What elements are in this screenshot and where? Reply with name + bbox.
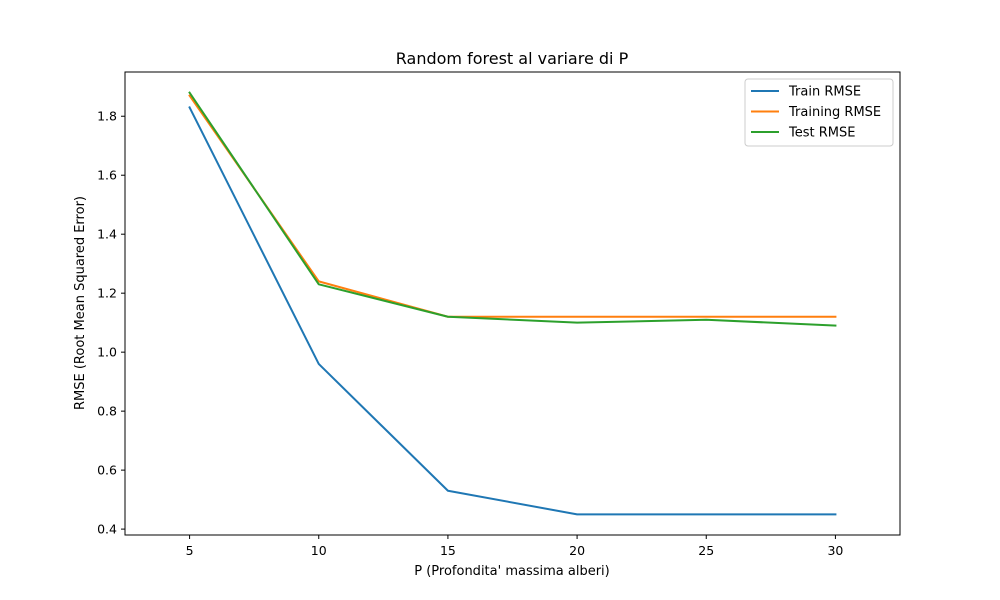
x-tick-label: 20 <box>569 543 585 558</box>
series-line-2 <box>188 91 837 327</box>
y-tick-label: 1.0 <box>97 345 117 360</box>
x-tick-label: 15 <box>440 543 456 558</box>
x-tick-label: 25 <box>698 543 714 558</box>
plot-frame <box>124 71 901 536</box>
x-axis: 5 10 15 20 25 30 <box>186 535 843 558</box>
series-line-1 <box>188 94 837 318</box>
y-tick-label: 1.8 <box>97 109 117 124</box>
legend-label-2: Test RMSE <box>788 126 855 141</box>
x-tick-label: 5 <box>186 543 194 558</box>
legend: Train RMSE Training RMSE Test RMSE <box>744 78 894 147</box>
y-tick-label: 1.6 <box>97 168 117 183</box>
y-tick-label: 0.6 <box>97 463 117 478</box>
y-tick-label: 0.8 <box>97 404 117 419</box>
series-line-0 <box>188 106 837 516</box>
y-tick-label: 0.4 <box>97 522 117 537</box>
x-axis-label: P (Profondita' massima alberi) <box>414 564 609 579</box>
x-tick-label: 30 <box>827 543 843 558</box>
legend-box <box>744 78 894 147</box>
y-axis: 0.4 0.6 0.8 1.0 1.2 1.4 1.6 1.8 <box>97 109 125 537</box>
y-tick-label: 1.4 <box>97 227 117 242</box>
chart-title: Random forest al variare di P <box>396 49 629 68</box>
x-tick-label: 10 <box>311 543 327 558</box>
legend-label-0: Train RMSE <box>788 85 861 100</box>
plot-area <box>188 91 837 516</box>
y-tick-label: 1.2 <box>97 286 117 301</box>
legend-label-1: Training RMSE <box>788 105 881 120</box>
y-axis-label: RMSE (Root Mean Squared Error) <box>73 196 88 410</box>
